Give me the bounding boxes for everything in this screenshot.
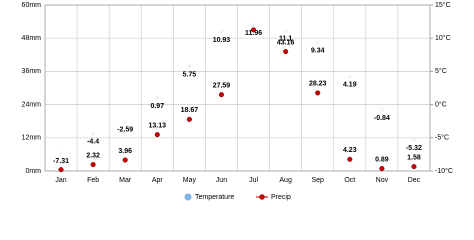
x-tick-label: Jan xyxy=(55,177,66,184)
precip-point xyxy=(154,132,160,138)
temperature-point xyxy=(123,119,128,124)
x-tick-label: Feb xyxy=(87,177,99,184)
precip-point xyxy=(58,167,64,173)
precip-label: 0.89 xyxy=(375,156,389,163)
precip-point xyxy=(90,162,96,168)
y-tick-label: 0mm xyxy=(25,168,41,175)
temperature-label: -5.32 xyxy=(406,145,422,152)
temperature-point xyxy=(59,151,64,156)
precip-point xyxy=(347,156,353,162)
temperature-point xyxy=(315,40,320,45)
temperature-label: -7.31 xyxy=(53,158,69,165)
precip-label: 4.23 xyxy=(343,147,357,154)
precip-point xyxy=(379,165,385,172)
precip-point xyxy=(283,49,289,55)
precip-label: 28.23 xyxy=(309,81,327,88)
y2-tick-label: -10°C xyxy=(435,167,453,175)
legend-temperature-icon xyxy=(184,193,192,201)
y2-tick-label: 15°C xyxy=(435,1,451,9)
x-tick-label: Sep xyxy=(311,177,324,184)
precip-label: 2.32 xyxy=(86,152,100,159)
legend-precip: Precip xyxy=(271,194,291,201)
temperature-label: 0.97 xyxy=(150,103,164,110)
y2-tick-label: 0°C xyxy=(435,100,447,108)
x-tick-label: Mar xyxy=(119,177,132,184)
temperature-label: 9.34 xyxy=(311,47,325,54)
temperature-point xyxy=(379,108,384,113)
x-tick-label: Nov xyxy=(376,177,389,184)
precip-label: 43.16 xyxy=(277,39,295,46)
chart: 0mm 12mm 24mm 36mm 48mm 60mm -10°C -5°C 0°C 5°C 10… xyxy=(22,1,453,201)
temperature-point xyxy=(219,30,224,35)
temperature-label: 4.19 xyxy=(343,82,357,89)
precip-point xyxy=(122,157,128,163)
plot-frame xyxy=(44,4,431,172)
x-tick-label: Aug xyxy=(279,177,292,184)
precip-point xyxy=(250,27,257,33)
y-tick-label: 12mm xyxy=(22,135,42,142)
temperature-point xyxy=(283,28,288,33)
y-tick-label: 48mm xyxy=(22,35,42,42)
precip-point xyxy=(186,116,192,122)
temperature-label: -2.59 xyxy=(117,127,133,134)
legend-temperature: Temperature xyxy=(195,194,234,201)
precip-label: 27.59 xyxy=(213,83,231,90)
temperature-label: -4.4 xyxy=(87,139,99,146)
precip-label: 18.67 xyxy=(181,107,199,114)
temperature-point xyxy=(155,96,160,101)
precip-point xyxy=(411,164,417,170)
temperature-point xyxy=(187,64,192,69)
temperature-label: 11.96 xyxy=(245,30,262,37)
x-tick-label: Apr xyxy=(152,177,164,184)
temperature-point xyxy=(251,23,256,28)
x-tick-label: Oct xyxy=(344,177,355,184)
x-tick-label: Jun xyxy=(216,177,227,184)
precip-point xyxy=(218,92,225,98)
y-tick-label: 60mm xyxy=(22,2,42,9)
y-tick-label: 24mm xyxy=(22,101,42,108)
temperature-label: 10.93 xyxy=(213,37,231,44)
y2-tick-label: 5°C xyxy=(435,67,447,75)
y2-tick-label: 10°C xyxy=(435,34,451,42)
precip-label: 13.13 xyxy=(149,123,167,130)
temperature-label: 11.1 xyxy=(279,36,292,43)
legend-precip-icon xyxy=(259,194,265,200)
x-tick-label: Dec xyxy=(408,177,421,184)
temperature-point xyxy=(411,137,416,142)
temperature-point xyxy=(91,131,96,136)
precip-label: 3.96 xyxy=(118,148,132,155)
temperature-label: 5.75 xyxy=(183,71,197,78)
x-tick-label: Jul xyxy=(249,177,258,184)
temperature-label: -0.84 xyxy=(374,115,390,122)
precip-label: 1.58 xyxy=(407,154,421,161)
y-tick-label: 36mm xyxy=(22,68,42,75)
temperature-point xyxy=(347,74,352,79)
precip-point xyxy=(315,90,321,96)
y2-tick-label: -5°C xyxy=(435,134,449,142)
x-tick-label: May xyxy=(183,177,197,184)
